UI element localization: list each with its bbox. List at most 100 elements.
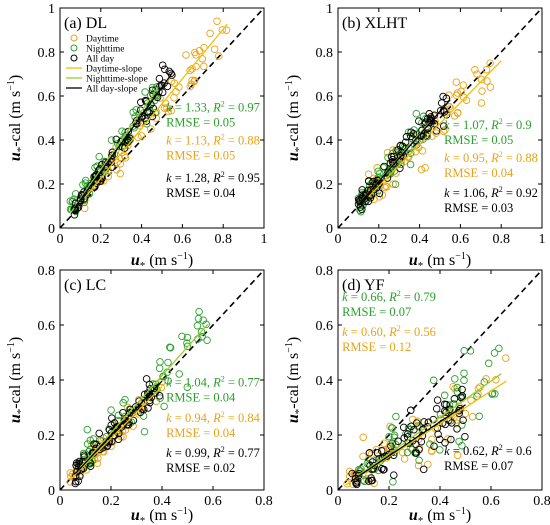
point-nighttime — [140, 427, 149, 436]
stat-rmse: RMSE = 0.04 — [166, 426, 236, 440]
point-all-day — [144, 404, 152, 412]
panel-2: 000.20.20.40.40.60.60.80.8(c) LCu*-cal (… — [6, 264, 273, 525]
point-daytime — [477, 99, 486, 107]
xlabel-symbol: u — [409, 252, 418, 269]
point-all-day — [407, 406, 415, 415]
point-all-day — [400, 434, 408, 442]
point-all-day — [140, 390, 149, 399]
y-tick-label: 0.4 — [38, 134, 56, 149]
y-tick-label: 0.6 — [316, 90, 334, 105]
point-nighttime — [183, 342, 192, 351]
point-all-day — [137, 98, 145, 107]
legend-label: All day — [86, 55, 114, 65]
stat-r-symbol: R — [212, 446, 221, 460]
point-all-day — [137, 113, 146, 122]
y-tick-label: 0.6 — [316, 319, 334, 334]
ylabel-exp: −1 — [6, 80, 17, 91]
point-daytime — [67, 473, 75, 481]
stat-r-symbol: R — [212, 100, 221, 114]
panel-3: 000.20.20.40.40.60.60.80.8(d) YFu*-cal (… — [284, 264, 550, 525]
point-daytime — [175, 83, 183, 91]
point-all-day — [155, 74, 164, 83]
stat-r2-value: = 0.77 — [225, 446, 260, 460]
stat-r-symbol: R — [212, 133, 221, 147]
point-nighttime — [156, 358, 164, 366]
y-tick-label: 0 — [48, 222, 55, 237]
point-daytime — [404, 153, 413, 162]
point-daytime — [441, 126, 449, 134]
point-nighttime — [132, 106, 140, 114]
point-all-day — [361, 191, 370, 200]
point-nighttime — [354, 465, 363, 474]
point-daytime — [157, 383, 166, 392]
xlabel-close: ) — [188, 252, 193, 269]
point-daytime — [210, 45, 219, 53]
point-all-day — [95, 429, 103, 438]
stat-rmse: RMSE = 0.05 — [166, 115, 235, 129]
stat-k-symbol: k — [444, 118, 450, 132]
x-tick-label: 0.6 — [174, 232, 192, 247]
point-nighttime — [119, 399, 127, 407]
point-all-day — [168, 71, 176, 79]
point-daytime — [182, 51, 190, 59]
point-all-day — [448, 419, 456, 427]
point-all-day — [167, 69, 175, 78]
point-all-day — [160, 65, 169, 74]
point-daytime — [222, 26, 231, 34]
point-nighttime — [130, 124, 138, 132]
stat-r2-value: = 0.9 — [503, 118, 532, 132]
point-all-day — [396, 164, 404, 172]
y-tick-label: 0.2 — [38, 178, 56, 193]
panel-title: (a) DL — [64, 15, 107, 32]
point-all-day — [399, 423, 408, 432]
panel-1: 000.20.20.40.40.60.60.80.811(b) XLHTu*-c… — [284, 2, 546, 272]
stat-r2-value: = 0.6 — [503, 444, 532, 458]
stat-rmse: RMSE = 0.04 — [166, 186, 236, 200]
stat-r-symbol: R — [490, 186, 499, 200]
stat-k-r2: k = 0.99, R2 = 0.77 — [166, 445, 260, 460]
x-tick-label: 1 — [539, 232, 546, 247]
point-nighttime — [475, 412, 483, 421]
point-nighttime — [389, 478, 397, 486]
point-all-day — [396, 152, 405, 160]
legend-marker — [70, 54, 78, 62]
point-daytime — [66, 478, 75, 486]
x-tick-label: 0.2 — [92, 232, 110, 247]
stat-r-exp: 2 — [221, 375, 225, 384]
point-daytime — [483, 77, 491, 85]
point-all-day — [377, 447, 386, 455]
point-nighttime — [183, 333, 192, 342]
y-tick-label: 0 — [326, 484, 333, 499]
stat-k-symbol: k — [444, 151, 450, 165]
stat-k-symbol: k — [342, 290, 348, 304]
stat-r-exp: 2 — [397, 324, 401, 333]
x-tick-label: 0.8 — [255, 494, 273, 509]
point-nighttime — [406, 160, 415, 169]
point-nighttime — [107, 406, 115, 414]
point-all-day — [356, 197, 364, 205]
legend-marker — [70, 34, 78, 42]
x-axis-label: u* (m s−1) — [409, 251, 471, 272]
point-all-day — [374, 176, 382, 185]
stat-k-value: = 1.07, — [450, 118, 491, 132]
point-all-day — [104, 439, 113, 447]
point-all-day — [97, 173, 105, 181]
panel-title: (c) LC — [64, 277, 106, 294]
ylabel-close: ) — [7, 337, 24, 342]
point-all-day — [142, 117, 151, 125]
ylabel-text: -cal (m s — [285, 353, 302, 409]
stat-r-symbol: R — [212, 376, 221, 390]
point-all-day — [140, 405, 148, 414]
stat-r-symbol: R — [212, 411, 221, 425]
point-all-day — [447, 435, 455, 444]
ylabel-sub: * — [15, 147, 27, 153]
plot-frame — [337, 7, 543, 229]
slope-line-nighttime — [79, 323, 209, 468]
point-all-day — [415, 117, 423, 125]
point-all-day — [76, 196, 84, 204]
y-axis-label: u*-cal (m s−1) — [284, 75, 305, 161]
point-nighttime — [83, 425, 92, 434]
x-tick-label: 0.6 — [482, 494, 500, 509]
point-daytime — [428, 447, 436, 455]
point-all-day — [384, 168, 392, 177]
